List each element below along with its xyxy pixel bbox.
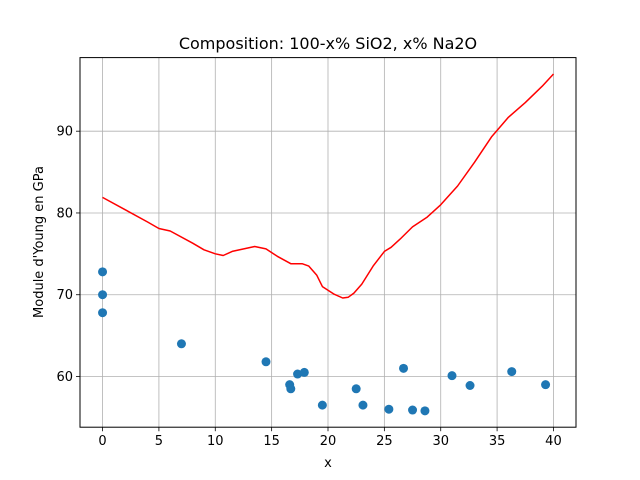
data-point xyxy=(98,308,108,318)
x-axis-ticks: 0 5 10 15 20 25 30 35 40 xyxy=(98,427,562,449)
line-series xyxy=(102,73,555,299)
y-tick-label: 70 xyxy=(56,288,73,303)
x-tick-label: 35 xyxy=(489,434,506,449)
x-tick-label: 30 xyxy=(432,434,449,449)
y-tick-label: 60 xyxy=(56,370,73,385)
x-tick-label: 25 xyxy=(376,434,393,449)
data-point xyxy=(420,406,430,416)
data-point xyxy=(261,357,271,367)
data-point xyxy=(286,384,296,394)
data-point xyxy=(98,267,108,277)
data-point xyxy=(384,404,394,414)
scatter-series xyxy=(98,267,551,416)
data-point xyxy=(447,371,457,381)
data-point xyxy=(399,363,409,373)
chart-title: Composition: 100-x% SiO2, x% Na2O xyxy=(179,34,477,53)
y-axis-ticks: 60 70 80 90 xyxy=(56,125,80,385)
data-point xyxy=(176,339,186,349)
x-tick-label: 40 xyxy=(545,434,562,449)
data-point xyxy=(351,384,361,394)
data-point xyxy=(507,367,517,377)
data-point xyxy=(541,380,551,390)
data-point xyxy=(408,405,418,415)
data-point xyxy=(293,369,303,379)
data-point xyxy=(317,400,327,410)
data-point xyxy=(98,290,108,300)
y-axis-label: Module d'Young en GPa xyxy=(32,166,47,318)
y-tick-label: 90 xyxy=(56,125,73,140)
x-axis-label: x xyxy=(324,456,332,471)
x-tick-label: 0 xyxy=(98,434,106,449)
grid xyxy=(80,57,576,428)
x-tick-label: 15 xyxy=(263,434,280,449)
x-tick-label: 5 xyxy=(155,434,163,449)
x-tick-label: 20 xyxy=(320,434,337,449)
data-point xyxy=(299,367,309,377)
line-series-path xyxy=(102,73,555,299)
y-tick-label: 80 xyxy=(56,206,73,221)
data-point xyxy=(465,380,475,390)
x-tick-label: 10 xyxy=(207,434,224,449)
data-point xyxy=(358,400,368,410)
